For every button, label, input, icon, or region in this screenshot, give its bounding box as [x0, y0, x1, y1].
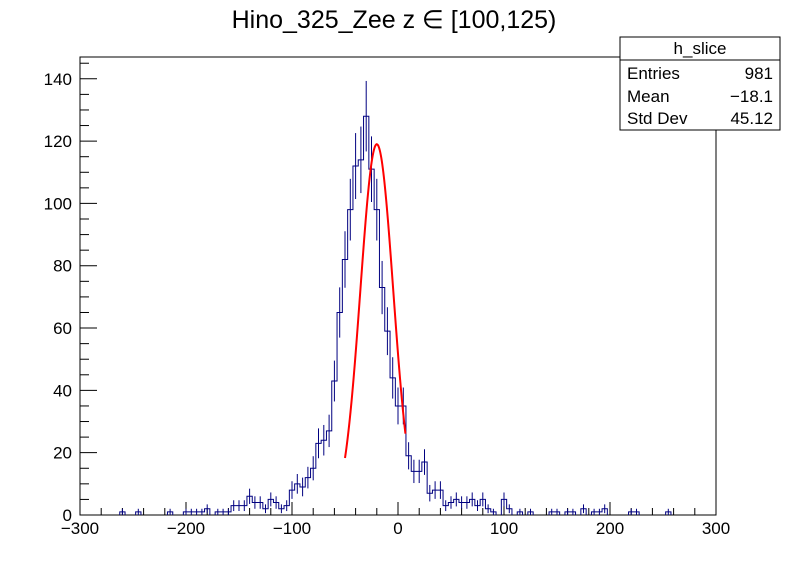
- x-tick-label: 0: [393, 519, 402, 538]
- axis-tick-labels: −300 −200 −100 0 100 200 300 0 20 40 60 80 100 120 140: [44, 70, 731, 538]
- fit-curve: [344, 143, 407, 459]
- gaussian-fit: [344, 143, 407, 459]
- y-tick-label: 140: [44, 70, 72, 89]
- y-tick-label: 0: [63, 506, 72, 525]
- y-tick-label: 120: [44, 132, 72, 151]
- y-tick-label: 80: [53, 257, 72, 276]
- x-tick-label: −300: [61, 519, 99, 538]
- y-tick-label: 60: [53, 319, 72, 338]
- stats-mean-label: Mean: [627, 87, 670, 106]
- stats-mean-value: −18.1: [730, 87, 773, 106]
- stats-stddev-value: 45.12: [730, 109, 773, 128]
- x-tick-label: 300: [702, 519, 730, 538]
- x-tick-label: 200: [596, 519, 624, 538]
- chart-title: Hino_325_Zee z ∈ [100,125): [232, 6, 557, 34]
- y-tick-label: 40: [53, 381, 72, 400]
- y-tick-label: 100: [44, 194, 72, 213]
- stats-box: h_slice Entries 981 Mean −18.1 Std Dev 4…: [619, 36, 781, 131]
- stats-box-frame: [619, 36, 781, 131]
- y-tick-label: 20: [53, 444, 72, 463]
- stats-box-title: h_slice: [674, 39, 727, 58]
- stats-entries-value: 981: [745, 64, 773, 83]
- x-tick-label: 100: [490, 519, 518, 538]
- stats-entries-label: Entries: [627, 64, 680, 83]
- stats-stddev-label: Std Dev: [627, 109, 688, 128]
- axis-ticks: [79, 62, 717, 516]
- x-tick-label: −200: [167, 519, 205, 538]
- histogram-bins: [119, 80, 672, 515]
- x-tick-label: −100: [273, 519, 311, 538]
